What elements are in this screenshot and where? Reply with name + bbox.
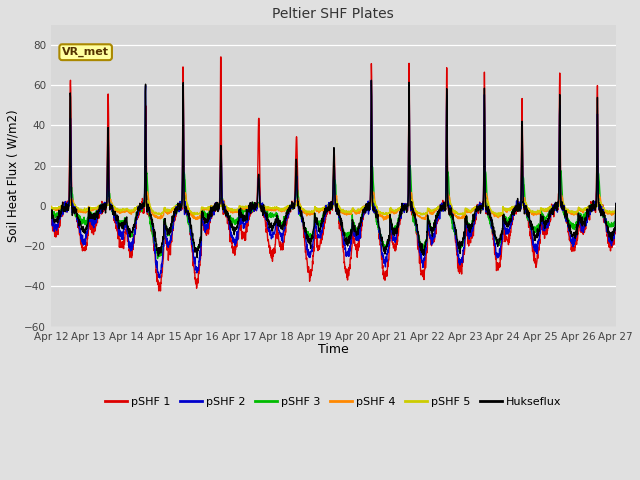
- Text: VR_met: VR_met: [62, 47, 109, 57]
- X-axis label: Time: Time: [318, 343, 349, 356]
- Y-axis label: Soil Heat Flux ( W/m2): Soil Heat Flux ( W/m2): [7, 109, 20, 242]
- Title: Peltier SHF Plates: Peltier SHF Plates: [273, 7, 394, 21]
- Legend: pSHF 1, pSHF 2, pSHF 3, pSHF 4, pSHF 5, Hukseflux: pSHF 1, pSHF 2, pSHF 3, pSHF 4, pSHF 5, …: [100, 393, 566, 411]
